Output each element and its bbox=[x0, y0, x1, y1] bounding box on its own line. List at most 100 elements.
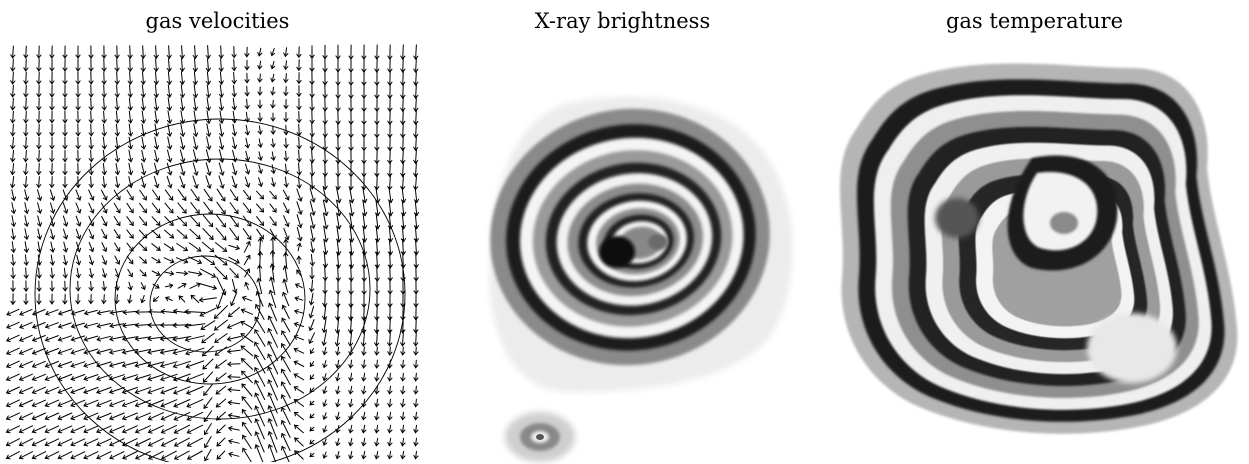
velocity-arrow bbox=[70, 399, 86, 408]
velocity-arrow bbox=[186, 411, 204, 421]
velocity-arrow bbox=[49, 136, 55, 150]
velocity-arrow bbox=[160, 450, 177, 460]
velocity-arrow bbox=[413, 83, 419, 100]
velocity-arrow bbox=[167, 136, 173, 150]
velocity-arrow bbox=[166, 175, 173, 189]
velocity-arrow bbox=[293, 322, 304, 327]
velocity-arrow bbox=[160, 399, 178, 408]
velocity-arrow bbox=[101, 294, 107, 305]
velocity-arrow bbox=[294, 283, 303, 289]
velocity-arrow bbox=[294, 437, 304, 447]
velocity-arrow bbox=[308, 332, 315, 344]
velocity-arrow bbox=[160, 373, 178, 382]
velocity-arrow bbox=[122, 451, 138, 460]
velocity-arrow bbox=[400, 96, 406, 113]
velocity-arrow bbox=[200, 268, 217, 278]
velocity-arrow bbox=[201, 255, 216, 265]
velocity-arrow bbox=[270, 73, 276, 83]
panel-title-gas-velocities: gas velocities bbox=[145, 9, 290, 33]
contour-line bbox=[34, 118, 406, 462]
velocity-arrow bbox=[49, 84, 55, 98]
velocity-arrow bbox=[178, 295, 186, 303]
velocity-arrow bbox=[173, 399, 191, 408]
velocity-arrow bbox=[231, 175, 238, 189]
velocity-arrow bbox=[96, 451, 112, 460]
velocity-arrow bbox=[361, 109, 367, 126]
velocity-arrow bbox=[293, 373, 305, 381]
velocity-arrow bbox=[75, 149, 81, 163]
velocity-arrow bbox=[205, 84, 211, 99]
velocity-arrow bbox=[151, 243, 161, 251]
velocity-arrow bbox=[70, 425, 86, 434]
velocity-arrow bbox=[296, 255, 302, 265]
velocity-arrow bbox=[88, 58, 94, 72]
velocity-arrow bbox=[101, 163, 107, 176]
velocity-arrow bbox=[138, 243, 148, 252]
velocity-arrow bbox=[203, 423, 212, 436]
velocity-arrow bbox=[96, 348, 112, 355]
velocity-arrow bbox=[101, 176, 107, 189]
velocity-arrow bbox=[361, 450, 367, 460]
velocity-arrow bbox=[283, 176, 289, 188]
velocity-arrow bbox=[139, 216, 148, 226]
velocity-arrow bbox=[361, 424, 367, 434]
velocity-arrow bbox=[36, 45, 42, 59]
velocity-arrow bbox=[75, 163, 81, 176]
velocity-arrow bbox=[36, 267, 42, 279]
velocity-arrow bbox=[108, 361, 125, 368]
velocity-arrow bbox=[114, 58, 120, 72]
velocity-arrow bbox=[114, 149, 120, 163]
velocity-arrow bbox=[101, 97, 107, 111]
velocity-arrow bbox=[127, 123, 133, 137]
velocity-arrow bbox=[36, 149, 42, 163]
velocity-arrow bbox=[83, 374, 99, 381]
velocity-arrow bbox=[309, 97, 315, 112]
velocity-arrow bbox=[62, 45, 68, 59]
velocity-arrow bbox=[148, 309, 164, 315]
velocity-arrow bbox=[254, 443, 264, 462]
velocity-arrow bbox=[229, 227, 239, 241]
velocity-arrow bbox=[121, 348, 138, 355]
velocity-arrow bbox=[153, 110, 159, 124]
velocity-arrow bbox=[44, 451, 60, 460]
velocity-arrow bbox=[240, 320, 254, 329]
velocity-arrow bbox=[374, 44, 380, 60]
velocity-arrow bbox=[50, 228, 56, 240]
velocity-arrow bbox=[203, 410, 213, 423]
velocity-arrow bbox=[361, 437, 367, 447]
velocity-arrow bbox=[255, 290, 264, 307]
velocity-arrow bbox=[114, 84, 120, 98]
velocity-arrow bbox=[192, 45, 198, 60]
velocity-arrow bbox=[141, 176, 147, 189]
velocity-arrow bbox=[70, 451, 86, 460]
velocity-arrow bbox=[374, 450, 380, 460]
velocity-arrow bbox=[127, 294, 133, 304]
velocity-arrow bbox=[254, 316, 266, 334]
velocity-arrow bbox=[283, 124, 289, 136]
velocity-contours bbox=[34, 118, 406, 462]
velocity-arrow bbox=[400, 372, 406, 382]
velocity-arrow bbox=[57, 425, 73, 434]
velocity-arrow bbox=[214, 359, 227, 369]
velocity-arrow bbox=[294, 450, 304, 460]
velocity-arrow bbox=[296, 136, 302, 150]
velocity-arrow bbox=[413, 109, 419, 126]
velocity-arrow bbox=[400, 329, 406, 347]
velocity-arrow bbox=[321, 317, 327, 334]
velocity-arrow bbox=[151, 216, 161, 226]
velocity-arrow bbox=[256, 203, 265, 213]
velocity-arrow bbox=[151, 229, 161, 239]
velocity-arrow bbox=[179, 175, 186, 189]
velocity-arrow bbox=[88, 123, 94, 137]
velocity-arrow bbox=[96, 361, 112, 368]
velocity-arrow bbox=[19, 321, 33, 329]
velocity-arrow bbox=[134, 361, 152, 368]
velocity-arrow bbox=[374, 122, 380, 139]
velocity-arrow bbox=[140, 58, 146, 73]
velocity-arrow bbox=[192, 84, 198, 99]
xray-brightness-map bbox=[489, 96, 793, 462]
velocity-arrow bbox=[254, 341, 266, 361]
velocity-arrow bbox=[88, 136, 94, 150]
velocity-arrow bbox=[309, 452, 315, 458]
velocity-arrow bbox=[413, 57, 419, 73]
